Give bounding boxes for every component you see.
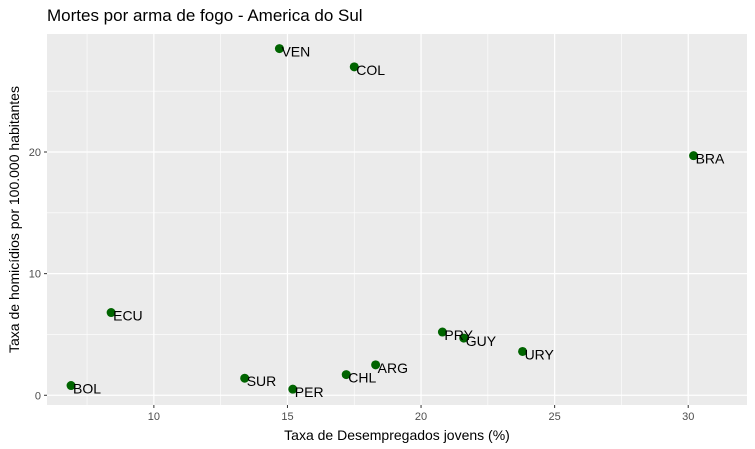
x-tick-label: 30: [682, 411, 694, 423]
point-label-ecu: ECU: [113, 308, 143, 324]
data-point-bra: [689, 151, 699, 161]
point-label-bol: BOL: [73, 381, 101, 397]
point-label-pry: PRY: [444, 327, 473, 343]
data-points: [66, 44, 699, 394]
data-point-chl: [341, 370, 351, 380]
point-label-per: PER: [295, 384, 324, 400]
data-point-pry: [437, 327, 447, 337]
point-label-col: COL: [356, 62, 385, 78]
plot-panel: [47, 34, 747, 405]
minor-gridlines: [47, 34, 747, 405]
y-tick-label: 20: [29, 147, 41, 159]
data-point-col: [349, 62, 359, 72]
data-point-ecu: [106, 308, 116, 318]
y-tick-label: 0: [35, 390, 41, 402]
point-label-bra: BRA: [696, 151, 725, 167]
data-point-sur: [240, 373, 250, 383]
x-tick-label: 15: [281, 411, 293, 423]
point-label-ven: VEN: [281, 44, 310, 60]
point-label-chl: CHL: [348, 370, 376, 386]
data-point-ven: [274, 44, 284, 54]
x-tick-label: 25: [549, 411, 561, 423]
tick-labels: 10 15 20 25 30 0 10 20: [29, 147, 695, 423]
y-axis-title: Taxa de homicídios por 100.000 habitante…: [6, 86, 22, 353]
point-label-guy: GUY: [466, 333, 497, 349]
data-point-ury: [518, 346, 528, 356]
data-point-per: [288, 384, 298, 394]
data-point-arg: [371, 360, 381, 370]
data-point-guy: [459, 333, 469, 343]
y-tick-label: 10: [29, 269, 41, 281]
major-gridlines: [47, 34, 747, 405]
point-label-sur: SUR: [247, 373, 277, 389]
x-tick-label: 10: [148, 411, 160, 423]
axis-ticks: [44, 151, 689, 408]
point-label-ury: URY: [525, 346, 555, 362]
x-tick-label: 20: [415, 411, 427, 423]
chart-title: Mortes por arma de fogo - America do Sul: [47, 6, 363, 25]
data-point-bol: [66, 381, 76, 391]
x-axis-title: Taxa de Desempregados jovens (%): [284, 427, 510, 443]
point-label-arg: ARG: [378, 360, 408, 376]
